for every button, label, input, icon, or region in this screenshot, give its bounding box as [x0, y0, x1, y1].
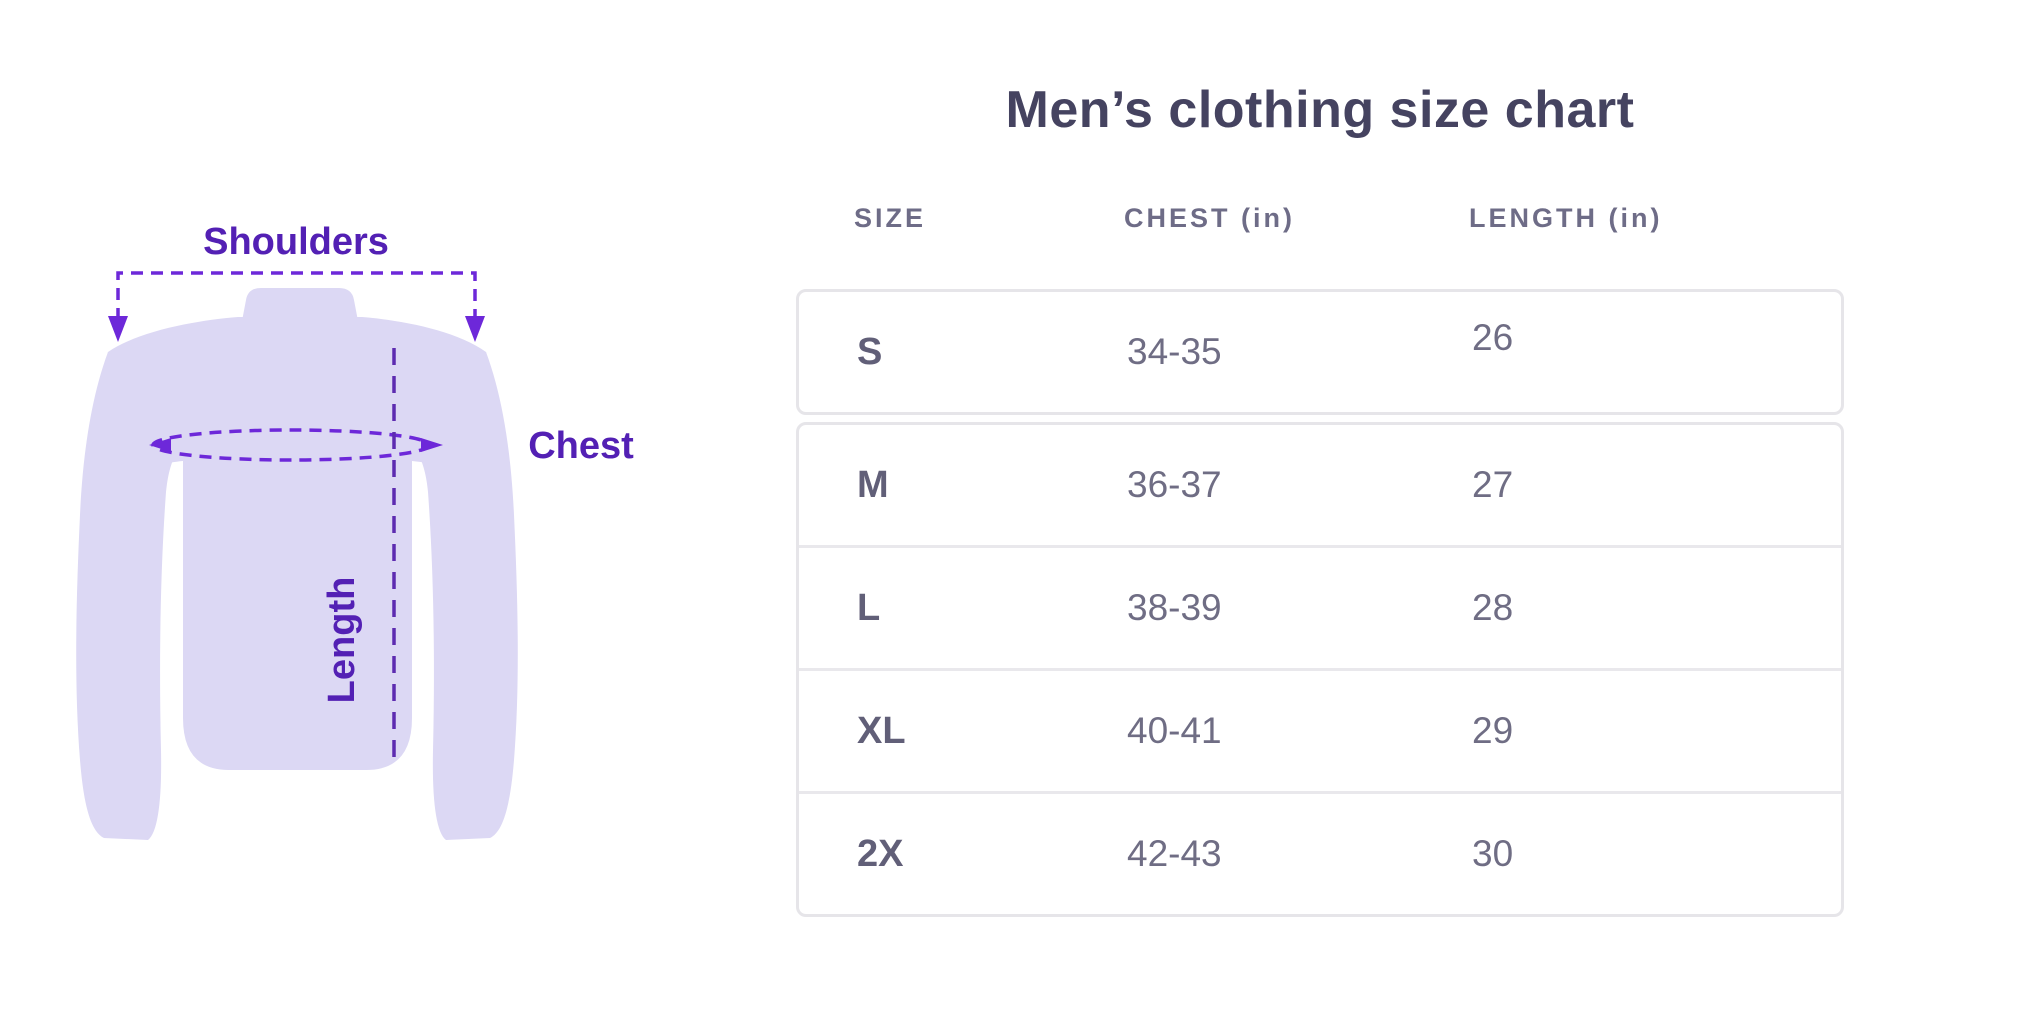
- column-header-chest: CHEST (in): [1124, 202, 1295, 233]
- length-cell: 30: [1472, 833, 1514, 874]
- shoulders-measure: Shoulders: [108, 221, 485, 342]
- table-row: M 36-37 27: [799, 425, 1841, 545]
- size-cell: XL: [857, 709, 906, 752]
- size-cell: 2X: [857, 832, 904, 875]
- table-row: XL 40-41 29: [799, 668, 1841, 791]
- chest-cell: 36-37: [1127, 464, 1222, 505]
- table-row: 2X 42-43 30: [799, 791, 1841, 914]
- length-measure: Length: [321, 348, 396, 768]
- size-chart-panel: Men’s clothing size chart SIZE CHEST (in…: [796, 0, 1844, 1020]
- chest-cell: 40-41: [1127, 710, 1222, 751]
- table-group-top: S 34-35 26: [796, 289, 1844, 415]
- table-row: S 34-35 26: [799, 292, 1841, 412]
- shirt-left-sleeve: [76, 352, 178, 840]
- length-cell: 29: [1472, 710, 1514, 751]
- shoulders-bracket-line: [116, 271, 477, 320]
- size-cell: L: [857, 586, 881, 629]
- shirt-measurement-diagram: Shoulders Chest Length: [76, 221, 634, 840]
- arrow-left-icon: [149, 438, 171, 452]
- chest-label: Chest: [528, 425, 634, 467]
- page-title: Men’s clothing size chart: [1005, 81, 1635, 139]
- shoulders-label: Shoulders: [203, 221, 389, 263]
- table-group-bottom: M 36-37 27 L 38-39 28 XL 40-41 29 2X 42-…: [796, 422, 1844, 917]
- length-cell: 28: [1472, 587, 1514, 628]
- arrow-down-icon: [108, 316, 128, 342]
- size-cell: M: [857, 463, 889, 506]
- length-cell: 27: [1472, 464, 1514, 505]
- length-cell: 26: [1414, 317, 1841, 373]
- size-cell: S: [857, 330, 883, 373]
- chest-cell: 38-39: [1127, 587, 1222, 628]
- table-row: L 38-39 28: [799, 545, 1841, 668]
- arrow-down-icon: [465, 316, 485, 342]
- arrow-right-icon: [421, 438, 443, 452]
- chest-cell: 34-35: [1127, 331, 1222, 372]
- chest-measure: Chest: [149, 425, 634, 467]
- shirt-torso: [183, 440, 412, 770]
- length-value: 26: [1472, 317, 1514, 358]
- shirt-right-sleeve: [416, 352, 518, 840]
- length-label: Length: [321, 577, 363, 704]
- chest-cell: 42-43: [1127, 833, 1222, 874]
- table-header-row: SIZE CHEST (in) LENGTH (in): [796, 198, 1844, 238]
- shirt-graphic: [76, 288, 518, 840]
- column-header-length: LENGTH (in): [1469, 202, 1663, 233]
- column-header-size: SIZE: [854, 202, 927, 233]
